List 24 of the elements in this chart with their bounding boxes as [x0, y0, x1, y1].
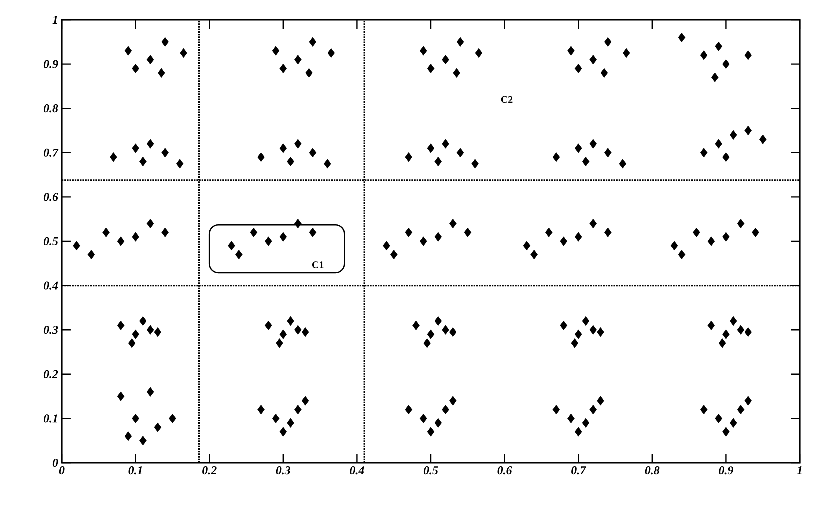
x-tick-label: 0.2 — [202, 466, 217, 475]
y-tick-label: 0.6 — [44, 193, 58, 202]
y-tick-label: 0.4 — [44, 282, 58, 290]
x-tick-label: 1 — [797, 466, 802, 474]
x-tick-label: 0.3 — [276, 466, 291, 475]
x-tick-label: 0.1 — [128, 466, 142, 475]
y-tick-label: 0.3 — [44, 326, 58, 334]
x-tick-label: 0.4 — [350, 466, 364, 475]
x-tick-label: 0.9 — [719, 466, 734, 475]
x-tick-label: 0.6 — [498, 466, 512, 475]
y-tick-label: 0.2 — [44, 370, 58, 378]
x-tick-label: 0.5 — [424, 466, 438, 475]
y-tick-label: 0.9 — [44, 60, 58, 68]
annotation: C2 — [501, 96, 513, 104]
y-tick-label: 0.7 — [44, 148, 59, 157]
y-tick-label: 1 — [52, 16, 58, 24]
x-tick-label: 0.7 — [572, 466, 586, 475]
annotation: C1 — [312, 262, 324, 268]
y-tick-label: 0.5 — [44, 237, 58, 246]
y-tick-label: 0 — [52, 458, 58, 468]
y-tick-label: 0.8 — [44, 104, 58, 113]
y-tick-label: 0.1 — [44, 414, 58, 423]
x-tick-label: 0.8 — [645, 466, 660, 475]
x-tick-label: 0 — [59, 466, 65, 475]
